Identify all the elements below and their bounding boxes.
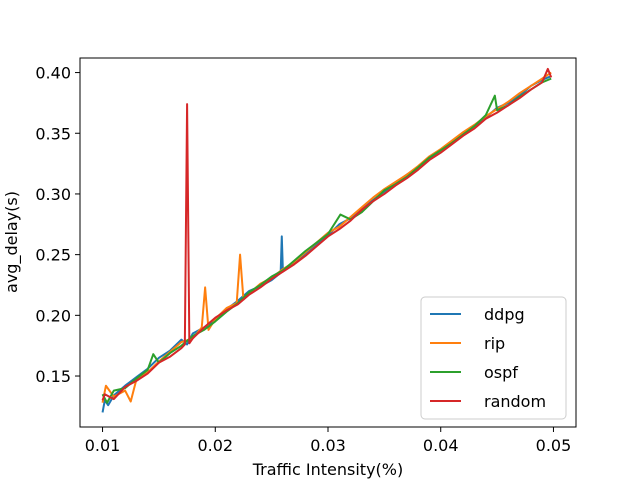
x-axis: 0.01 0.02 0.03 0.04 0.05 [85,427,572,455]
y-tick-label: 0.35 [35,124,71,143]
y-tick-label: 0.20 [35,306,71,325]
legend-box [420,296,567,420]
y-tick-label: 0.30 [35,185,71,204]
x-tick-label: 0.03 [310,436,346,455]
y-tick-label: 0.25 [35,246,71,265]
y-axis: 0.15 0.20 0.25 0.30 0.35 0.40 [35,64,80,386]
legend-label-random: random [484,392,546,411]
legend-label-ospf: ospf [484,363,518,382]
series-line-random [101,67,553,401]
legend: ddpg rip ospf random [420,296,567,420]
y-tick-label: 0.40 [35,64,71,83]
legend-label-rip: rip [484,334,505,353]
legend-label-ddpg: ddpg [484,305,525,324]
x-tick-label: 0.04 [423,436,459,455]
plot-lines [101,67,553,413]
x-tick-label: 0.05 [536,436,572,455]
y-axis-label: avg_delay(s) [2,191,22,293]
x-tick-label: 0.02 [197,436,233,455]
x-axis-label: Traffic Intensity(%) [252,460,403,479]
x-tick-label: 0.01 [85,436,121,455]
y-tick-label: 0.15 [35,367,71,386]
